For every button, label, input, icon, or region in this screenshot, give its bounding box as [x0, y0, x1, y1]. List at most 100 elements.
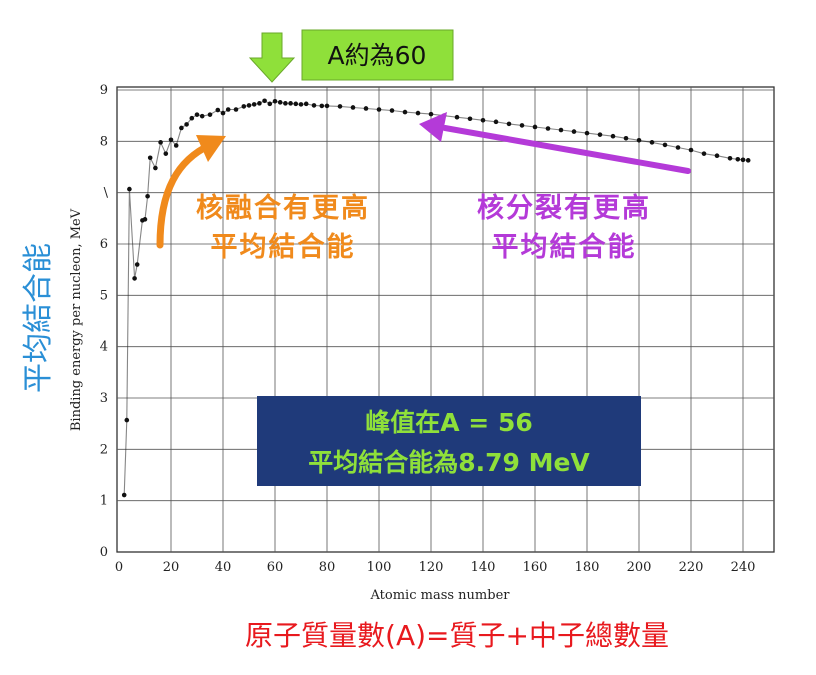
data-point	[207, 112, 213, 117]
y-tick-label: 4	[100, 340, 108, 355]
data-point	[623, 135, 629, 141]
data-point	[194, 112, 200, 117]
data-point	[163, 151, 169, 156]
x-tick-label: 140	[471, 560, 496, 575]
data-point	[220, 110, 226, 116]
data-point	[506, 121, 512, 127]
data-point	[272, 98, 278, 104]
x-axis-label: Atomic mass number	[370, 588, 511, 603]
data-point	[597, 132, 603, 137]
fission-arrow-head-icon	[419, 112, 447, 142]
data-point	[662, 142, 668, 148]
side-label: 平均結合能	[21, 243, 56, 393]
data-point	[428, 111, 434, 117]
data-point	[257, 101, 262, 106]
data-point	[636, 138, 642, 143]
y-tick-label: \	[104, 186, 109, 201]
fission-arrow-shaft	[442, 125, 691, 174]
data-point	[584, 130, 590, 136]
data-point	[262, 98, 267, 104]
data-point	[545, 126, 551, 131]
peak-line1: 峰值在A = 56	[365, 408, 533, 437]
data-points	[121, 98, 751, 498]
y-tick-label: 8	[100, 134, 108, 149]
fission-line1: 核分裂有更高	[477, 192, 651, 224]
data-point	[145, 193, 150, 199]
fusion-line1: 核融合有更高	[196, 192, 370, 224]
data-point	[124, 417, 130, 423]
top-callout-text: A約為60	[328, 41, 427, 70]
data-point	[121, 492, 127, 498]
top-callout-box	[301, 29, 454, 81]
peak-line2: 平均結合能為8.79 MeV	[308, 448, 590, 477]
data-point	[298, 102, 304, 107]
data-point	[233, 107, 239, 112]
x-tick-label: 40	[215, 560, 232, 575]
data-point	[241, 104, 247, 109]
x-tick-label: 60	[267, 560, 284, 575]
data-point	[337, 104, 343, 109]
data-point	[571, 129, 577, 134]
data-point	[184, 122, 189, 127]
x-tick-label: 0	[115, 560, 123, 575]
data-point	[532, 124, 538, 130]
data-point	[225, 107, 231, 112]
x-tick-label: 160	[523, 560, 548, 575]
data-point	[467, 116, 473, 122]
data-point	[480, 117, 486, 123]
data-point	[134, 262, 140, 267]
y-tick-label: 1	[100, 494, 108, 509]
x-tick-label: 180	[575, 560, 600, 575]
y-axis-ticks: 0 1 2 3 4 5 6 \ 8 9	[100, 83, 109, 560]
data-point	[127, 186, 132, 192]
data-point	[363, 106, 369, 111]
fusion-line2: 平均結合能	[211, 231, 356, 263]
data-point	[215, 107, 221, 113]
data-point	[454, 114, 460, 120]
data-point	[735, 157, 741, 162]
data-point	[251, 102, 257, 107]
data-point	[293, 101, 299, 107]
down-arrow-icon	[248, 32, 296, 83]
data-point	[350, 105, 356, 110]
data-point	[688, 147, 694, 153]
data-point	[519, 123, 525, 128]
y-tick-label: 0	[100, 545, 108, 560]
x-tick-label: 20	[163, 560, 180, 575]
data-point	[319, 103, 325, 109]
x-tick-label: 220	[679, 560, 704, 575]
x-tick-label: 100	[367, 560, 392, 575]
data-point	[376, 107, 382, 112]
data-point	[168, 137, 174, 143]
y-tick-label: 6	[100, 237, 108, 252]
data-point	[714, 153, 720, 159]
x-tick-label: 120	[419, 560, 444, 575]
x-tick-label: 80	[319, 560, 336, 575]
peak-box	[257, 396, 641, 486]
data-point	[277, 100, 283, 105]
y-tick-label: 9	[100, 83, 108, 98]
data-point	[288, 101, 293, 106]
fission-line2: 平均結合能	[492, 231, 637, 263]
data-point	[158, 140, 163, 145]
data-point	[402, 109, 408, 115]
data-point	[740, 157, 746, 163]
y-tick-label: 3	[100, 391, 108, 406]
y-axis-label: Binding energy per nucleon, MeV	[69, 208, 84, 431]
y-tick-label: 5	[100, 288, 108, 303]
x-axis-ticks: 0 20 40 60 80 100 120 140 160 180 200 220 240	[115, 560, 756, 575]
data-point	[147, 155, 153, 161]
data-point	[389, 108, 395, 113]
bottom-label: 原子質量數(A)=質子+中子總數量	[245, 619, 669, 652]
x-tick-label: 240	[731, 560, 756, 575]
fusion-arrow-head-icon	[196, 135, 226, 162]
data-point	[189, 115, 195, 121]
data-point	[610, 133, 616, 139]
fusion-arrow-shaft	[156, 141, 214, 249]
data-point	[142, 217, 148, 222]
data-point	[303, 101, 309, 107]
data-point	[701, 151, 707, 156]
data-point	[675, 145, 681, 150]
